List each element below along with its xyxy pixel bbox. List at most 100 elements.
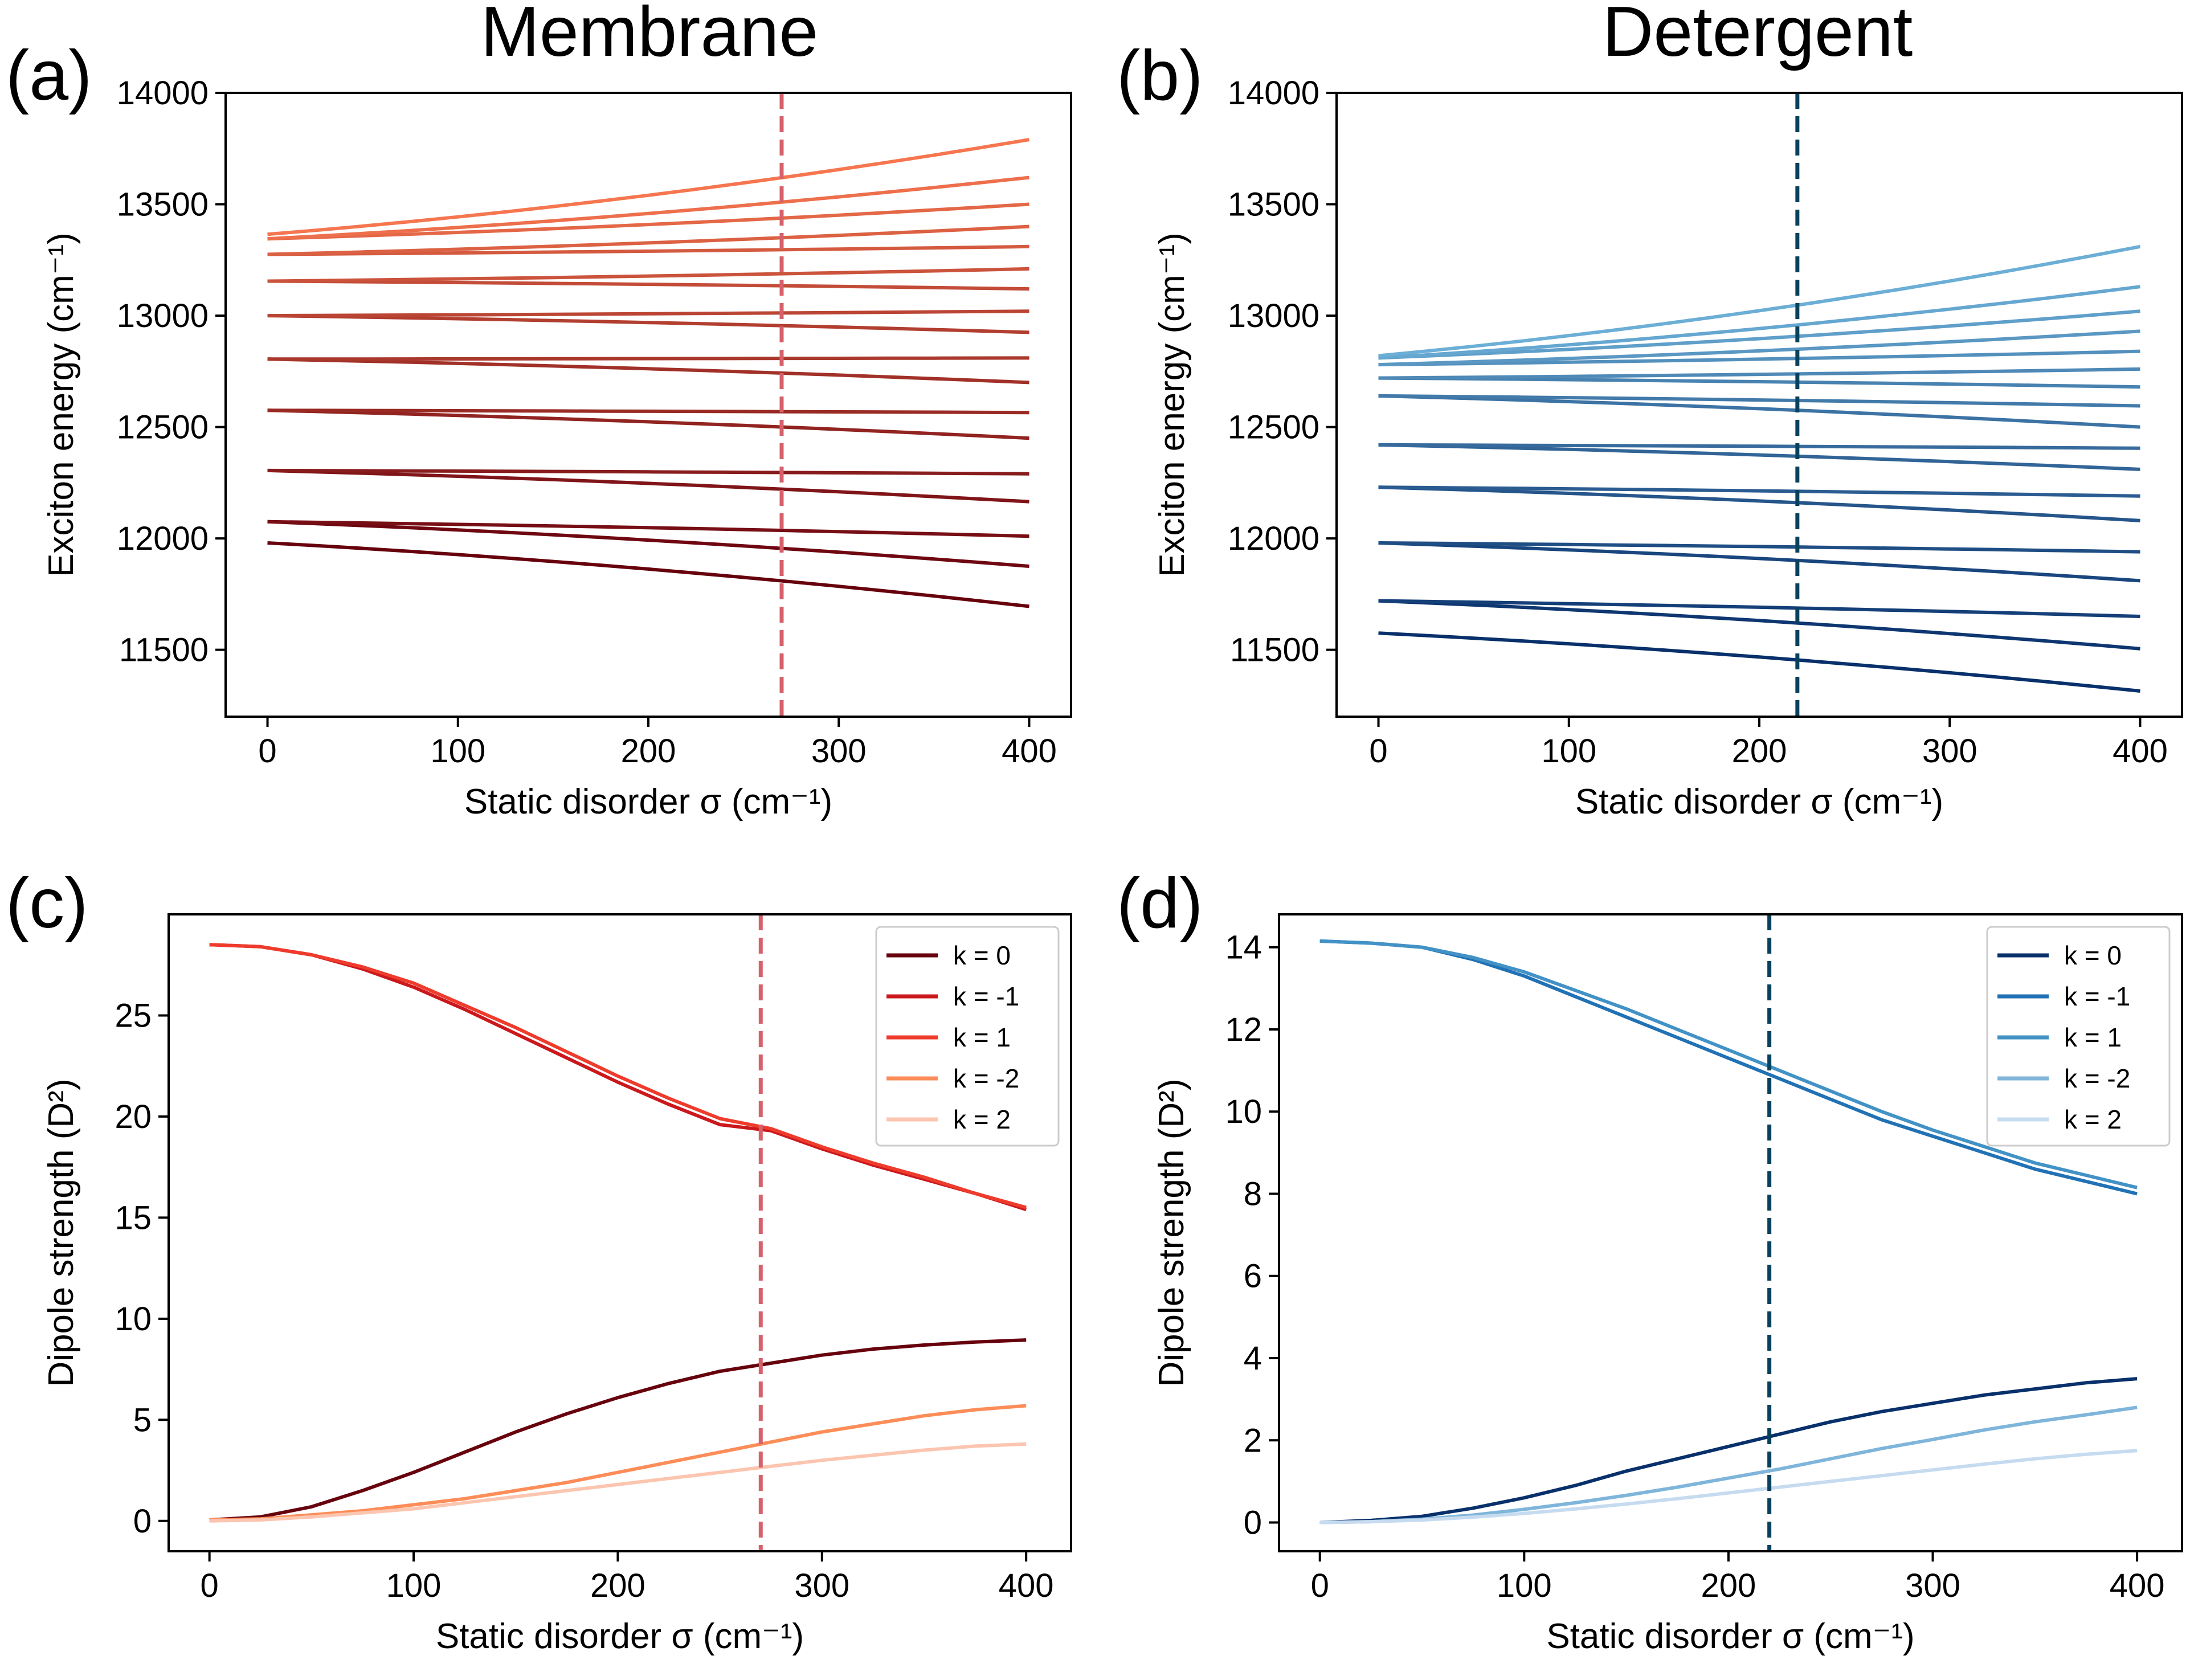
series-line bbox=[1378, 244, 2141, 358]
series-line bbox=[1378, 541, 2140, 583]
y-tick-label: 25 bbox=[115, 997, 152, 1034]
series-line bbox=[1378, 485, 2140, 522]
series-line bbox=[267, 468, 1029, 504]
series-line bbox=[267, 541, 1029, 608]
panel-c: (c) 0 100 200 300 400 0 5 10 15 20 25 Static disorde… bbox=[6, 864, 1072, 1656]
x-axis-label: Static disorder σ (cm⁻¹) bbox=[464, 782, 832, 821]
series-line bbox=[1378, 599, 2140, 651]
y-tick-label: 5 bbox=[133, 1401, 152, 1438]
series-line bbox=[1378, 485, 2140, 498]
series-line bbox=[209, 1404, 1027, 1522]
series-line bbox=[1319, 939, 2138, 1190]
series-line bbox=[267, 468, 1029, 476]
series-line bbox=[267, 138, 1029, 236]
panel-b: (b) 0 100 200 300 400 11500 12000 12500 13000 1350… bbox=[1117, 36, 2183, 821]
y-tick-label: 0 bbox=[1244, 1505, 1262, 1542]
series-line bbox=[267, 356, 1029, 361]
legend-box bbox=[1986, 926, 2171, 1147]
series-line bbox=[267, 202, 1029, 241]
plot-area bbox=[267, 138, 1029, 608]
y-tick-label: 14 bbox=[1225, 929, 1262, 966]
x-tick-label: 0 bbox=[201, 1567, 219, 1604]
x-tick-label: 300 bbox=[1922, 733, 1977, 770]
plot-area bbox=[209, 943, 1027, 1523]
series-line bbox=[209, 1442, 1027, 1523]
series-line bbox=[1378, 443, 2140, 471]
legend-label: k = 1 bbox=[2064, 1023, 2122, 1052]
series-line bbox=[1319, 1377, 2138, 1524]
axes-frame bbox=[1278, 913, 2183, 1552]
y-tick-label: 14000 bbox=[1228, 75, 1319, 112]
y-tick-label: 12500 bbox=[1228, 409, 1319, 446]
series-line bbox=[1378, 376, 2140, 389]
y-tick-label: 13000 bbox=[1228, 297, 1319, 334]
y-tick-label: 14000 bbox=[117, 75, 209, 112]
x-tick-label: 200 bbox=[1732, 733, 1787, 770]
series-line bbox=[1378, 541, 2140, 554]
axes-frame bbox=[167, 913, 1072, 1552]
x-axis-label: Static disorder σ (cm⁻¹) bbox=[1546, 1617, 1914, 1656]
y-tick-label: 15 bbox=[115, 1199, 152, 1236]
y-tick-label: 4 bbox=[1244, 1340, 1262, 1377]
series-line bbox=[267, 224, 1029, 256]
y-tick-label: 12000 bbox=[1228, 520, 1319, 557]
x-tick-label: 0 bbox=[258, 733, 276, 770]
series-line bbox=[1378, 367, 2140, 380]
y-tick-label: 13000 bbox=[117, 297, 209, 334]
y-tick-label: 12 bbox=[1225, 1011, 1262, 1048]
x-tick-label: 200 bbox=[590, 1567, 645, 1604]
y-tick-label: 12000 bbox=[117, 520, 209, 557]
x-tick-label: 100 bbox=[1497, 1567, 1552, 1604]
series-line bbox=[267, 408, 1029, 415]
x-tick-label: 0 bbox=[1311, 1567, 1329, 1604]
x-tick-label: 300 bbox=[1905, 1567, 1960, 1604]
x-axis-label: Static disorder σ (cm⁻¹) bbox=[1575, 782, 1943, 821]
x-tick-label: 400 bbox=[2113, 733, 2168, 770]
x-tick-label: 400 bbox=[1002, 733, 1057, 770]
series-line bbox=[267, 244, 1029, 256]
y-tick-label: 8 bbox=[1244, 1175, 1262, 1212]
y-axis-label: Dipole strength (D²) bbox=[42, 1079, 81, 1387]
x-tick-label: 300 bbox=[811, 733, 867, 770]
y-tick-label: 11500 bbox=[1230, 632, 1319, 669]
y-tick-label: 20 bbox=[115, 1098, 152, 1135]
series-line bbox=[267, 357, 1029, 385]
legend-label: k = -1 bbox=[2064, 982, 2130, 1011]
x-tick-label: 100 bbox=[430, 733, 485, 770]
chart-panels: (a)0 100 200 300 400115001200012500130001350… bbox=[6, 36, 2183, 1656]
legend-label: k = 0 bbox=[2064, 941, 2122, 970]
x-tick-label: 0 bbox=[1369, 733, 1387, 770]
x-tick-label: 200 bbox=[1701, 1567, 1756, 1604]
series-line bbox=[267, 309, 1029, 318]
series-line bbox=[209, 1338, 1027, 1522]
panel-a: (a) 0 100 200 300 400 11500 12000 12500 13000 1350… bbox=[6, 36, 1072, 821]
panel-label: (c) bbox=[6, 864, 88, 943]
series-line bbox=[1378, 394, 2140, 408]
y-tick-label: 13500 bbox=[1228, 186, 1319, 223]
series-line bbox=[1378, 599, 2140, 618]
series-line bbox=[267, 267, 1029, 283]
legend-box bbox=[875, 926, 1060, 1147]
plot-area bbox=[1378, 244, 2141, 693]
panel-label: (d) bbox=[1117, 864, 1203, 943]
x-tick-label: 300 bbox=[794, 1567, 849, 1604]
series-line bbox=[1378, 394, 2140, 429]
y-axis-label: Exciton energy (cm⁻¹) bbox=[1153, 232, 1192, 577]
x-tick-label: 200 bbox=[621, 733, 676, 770]
series-line bbox=[267, 314, 1029, 334]
y-tick-label: 2 bbox=[1244, 1422, 1262, 1459]
series-line bbox=[1319, 1405, 2138, 1524]
y-axis-label: Exciton energy (cm⁻¹) bbox=[42, 232, 81, 577]
y-tick-label: 13500 bbox=[117, 186, 209, 223]
series-line bbox=[209, 943, 1027, 1209]
series-line bbox=[267, 175, 1029, 241]
panel-label: (b) bbox=[1117, 36, 1203, 115]
legend-label: k = -2 bbox=[2064, 1064, 2130, 1093]
series-line bbox=[1378, 631, 2140, 693]
x-axis-label: Static disorder σ (cm⁻¹) bbox=[436, 1617, 804, 1656]
series-line bbox=[267, 408, 1029, 440]
y-tick-label: 6 bbox=[1244, 1258, 1262, 1295]
legend-label: k = 0 bbox=[953, 941, 1011, 970]
series-line bbox=[1378, 309, 2140, 360]
